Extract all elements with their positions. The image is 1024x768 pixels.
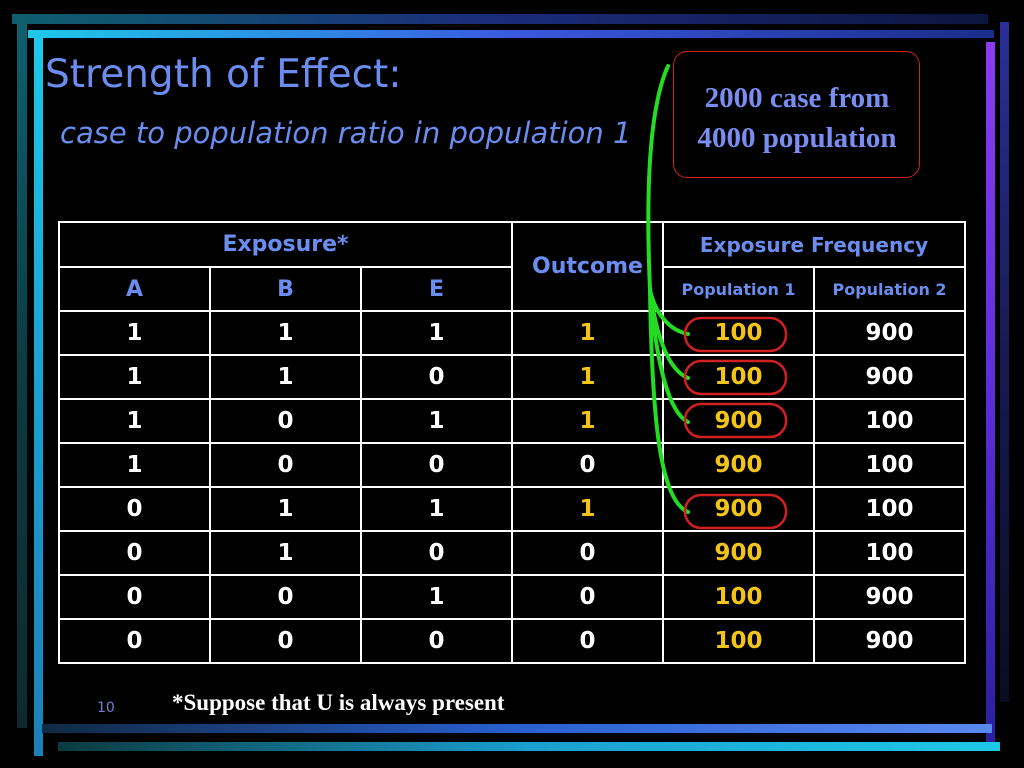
cell-population-1: 100	[662, 310, 815, 356]
cell-population-1: 900	[662, 398, 815, 444]
cell-a: 1	[58, 442, 211, 488]
cell-population-2: 100	[813, 398, 966, 444]
callout-text: 2000 case from 4000 population	[678, 78, 916, 158]
cell-population-2: 900	[813, 618, 966, 664]
cell-population-2: 100	[813, 442, 966, 488]
cell-a: 1	[58, 398, 211, 444]
border-right-dark	[1000, 22, 1009, 702]
table-row: 0 1 1 1 900 100	[58, 486, 966, 532]
cell-e: 1	[360, 486, 513, 532]
column-header-e: E	[360, 266, 513, 312]
exposure-table: Exposure* Outcome Exposure Frequency A B…	[58, 221, 966, 664]
cell-population-1: 900	[662, 486, 815, 532]
slide-subtitle: case to population ratio in population 1	[60, 116, 632, 150]
cell-outcome: 0	[511, 442, 664, 488]
cell-population-1: 900	[662, 530, 815, 576]
table-row: 0 0 0 0 100 900	[58, 618, 966, 664]
border-bottom-cyan	[42, 724, 992, 733]
cell-b: 1	[209, 310, 362, 356]
cell-b: 0	[209, 442, 362, 488]
cell-e: 0	[360, 442, 513, 488]
cell-outcome: 1	[511, 310, 664, 356]
table-row: 0 0 1 0 100 900	[58, 574, 966, 620]
border-top-cyan	[28, 30, 994, 38]
cell-population-2: 900	[813, 574, 966, 620]
callout-line-2: 4000 population	[697, 122, 897, 154]
border-top-dark	[12, 14, 988, 24]
cell-e: 1	[360, 574, 513, 620]
cell-outcome: 0	[511, 574, 664, 620]
cell-a: 0	[58, 486, 211, 532]
cell-population-1: 100	[662, 618, 815, 664]
column-header-population-1: Population 1	[662, 266, 815, 312]
border-left-cyan	[34, 38, 43, 756]
border-left-dark	[17, 24, 27, 728]
cell-e: 0	[360, 618, 513, 664]
column-header-a: A	[58, 266, 211, 312]
cell-outcome: 1	[511, 354, 664, 400]
callout-box	[673, 51, 920, 178]
cell-population-2: 100	[813, 530, 966, 576]
cell-population-1: 900	[662, 442, 815, 488]
cell-population-1: 100	[662, 574, 815, 620]
cell-population-2: 100	[813, 486, 966, 532]
cell-outcome: 1	[511, 486, 664, 532]
cell-b: 1	[209, 486, 362, 532]
table-row: 1 0 1 1 900 100	[58, 398, 966, 444]
cell-population-1: 100	[662, 354, 815, 400]
cell-b: 1	[209, 530, 362, 576]
cell-b: 0	[209, 398, 362, 444]
callout-line-1: 2000 case from	[704, 82, 890, 114]
cell-e: 0	[360, 354, 513, 400]
table-row: 1 1 0 1 100 900	[58, 354, 966, 400]
footnote: *Suppose that U is always present	[172, 690, 505, 715]
table-row: 0 1 0 0 900 100	[58, 530, 966, 576]
cell-e: 0	[360, 530, 513, 576]
cell-e: 1	[360, 310, 513, 356]
exposure-frequency-header: Exposure Frequency	[662, 221, 966, 268]
cell-outcome: 0	[511, 618, 664, 664]
exposure-group-header: Exposure*	[58, 221, 513, 268]
cell-population-2: 900	[813, 310, 966, 356]
outcome-header: Outcome	[511, 221, 664, 312]
cell-b: 1	[209, 354, 362, 400]
cell-outcome: 1	[511, 398, 664, 444]
column-header-b: B	[209, 266, 362, 312]
cell-a: 0	[58, 530, 211, 576]
column-header-population-2: Population 2	[813, 266, 966, 312]
border-right-purple	[986, 42, 995, 742]
cell-e: 1	[360, 398, 513, 444]
cell-outcome: 0	[511, 530, 664, 576]
cell-population-2: 900	[813, 354, 966, 400]
cell-b: 0	[209, 574, 362, 620]
cell-a: 1	[58, 354, 211, 400]
cell-a: 0	[58, 574, 211, 620]
border-bottom-dark	[58, 742, 1000, 751]
cell-a: 0	[58, 618, 211, 664]
cell-b: 0	[209, 618, 362, 664]
page-number: 10	[97, 700, 115, 716]
table-row: 1 1 1 1 100 900	[58, 310, 966, 356]
cell-a: 1	[58, 310, 211, 356]
slide-title: Strength of Effect:	[45, 52, 402, 97]
table-row: 1 0 0 0 900 100	[58, 442, 966, 488]
